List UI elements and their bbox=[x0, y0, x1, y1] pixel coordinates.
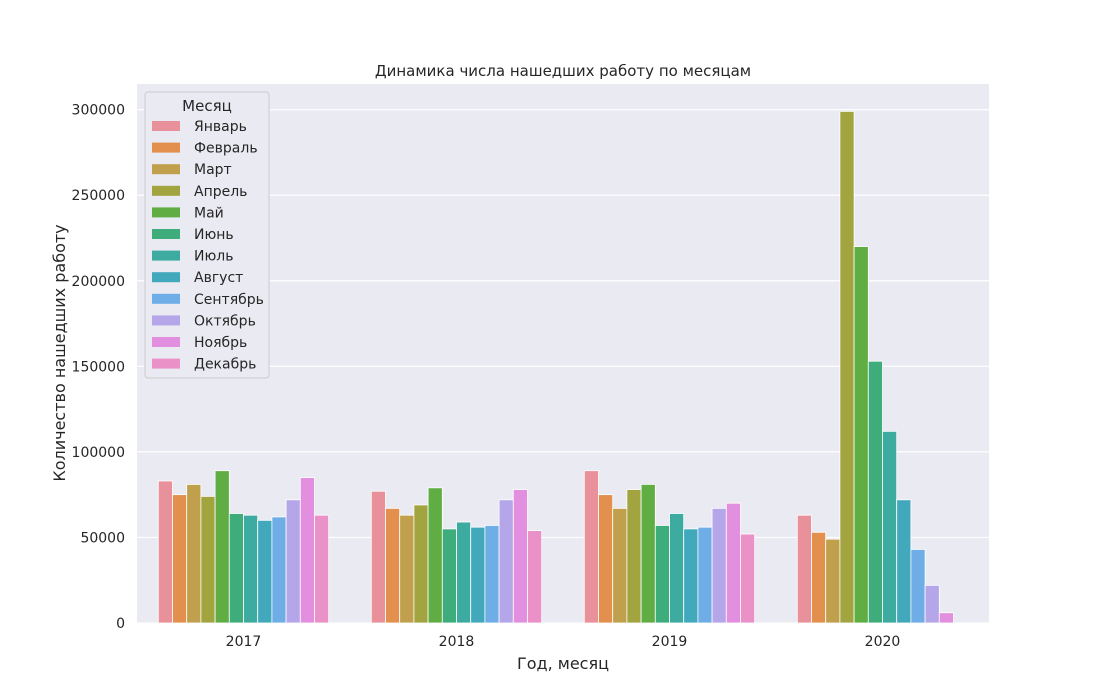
legend-entry: Февраль bbox=[194, 141, 258, 157]
legend-swatch bbox=[152, 121, 180, 131]
bar bbox=[413, 504, 429, 624]
y-tick-label: 250000 bbox=[72, 188, 125, 204]
y-tick-label: 150000 bbox=[72, 359, 125, 375]
bar bbox=[910, 549, 926, 624]
bar bbox=[157, 480, 173, 624]
legend-entry: Июнь bbox=[194, 227, 234, 243]
legend-swatch bbox=[152, 272, 180, 283]
bar bbox=[697, 526, 713, 624]
bar bbox=[669, 513, 685, 624]
bar bbox=[583, 470, 599, 624]
legend-swatch bbox=[152, 164, 180, 175]
legend-entry: Январь bbox=[194, 119, 247, 135]
legend-entry: Июль bbox=[194, 249, 233, 265]
bar bbox=[527, 530, 543, 624]
bar bbox=[612, 507, 628, 624]
bar bbox=[626, 489, 642, 624]
legend-swatch bbox=[152, 358, 180, 369]
bar bbox=[399, 514, 415, 624]
x-tick-label: 2018 bbox=[439, 634, 475, 650]
bar bbox=[243, 514, 259, 624]
bar bbox=[740, 533, 756, 624]
bar bbox=[257, 519, 273, 624]
legend-swatch bbox=[152, 229, 180, 239]
x-axis-label: Год, месяц bbox=[517, 654, 609, 673]
bar bbox=[640, 483, 656, 624]
bar bbox=[200, 495, 216, 624]
bar bbox=[228, 513, 244, 624]
bar bbox=[441, 528, 457, 624]
y-tick-label: 200000 bbox=[72, 274, 125, 290]
bar bbox=[470, 526, 486, 624]
y-tick-label: 50000 bbox=[80, 530, 125, 546]
bar bbox=[825, 538, 841, 624]
x-tick-labels: 2017 2018 2019 2020 bbox=[226, 634, 901, 650]
legend-entry: Сентябрь bbox=[194, 292, 264, 308]
legend-title: Месяц bbox=[182, 97, 232, 115]
bar bbox=[314, 514, 330, 624]
bar bbox=[299, 477, 315, 624]
legend-entry: Ноябрь bbox=[194, 335, 247, 351]
legend-entry: Декабрь bbox=[194, 357, 256, 373]
bar bbox=[456, 521, 472, 624]
x-tick-label: 2017 bbox=[226, 634, 262, 650]
legend-entry: Март bbox=[194, 162, 232, 178]
legend-entry: Апрель bbox=[194, 184, 247, 200]
bar bbox=[683, 528, 699, 624]
legend-entry: Октябрь bbox=[194, 313, 256, 329]
bar bbox=[512, 489, 528, 624]
bar bbox=[214, 470, 230, 624]
legend-swatch bbox=[152, 207, 180, 218]
y-tick-labels: 0 50000 100000 150000 200000 250000 300000 bbox=[72, 103, 125, 632]
bar bbox=[938, 612, 954, 624]
bar bbox=[796, 514, 812, 624]
legend-swatch bbox=[152, 185, 180, 196]
bar bbox=[811, 531, 827, 624]
legend-swatch bbox=[152, 337, 180, 347]
x-tick-label: 2019 bbox=[652, 634, 688, 650]
bar bbox=[385, 507, 401, 624]
legend-entry: Август bbox=[194, 270, 243, 286]
y-tick-label: 300000 bbox=[72, 103, 125, 119]
chart-title: Динамика числа нашедших работу по месяца… bbox=[375, 62, 751, 80]
bar bbox=[896, 499, 912, 624]
legend-box bbox=[144, 91, 270, 379]
bar bbox=[839, 110, 855, 624]
legend-swatch bbox=[152, 142, 180, 153]
bar bbox=[867, 360, 883, 624]
legend-swatch bbox=[152, 250, 180, 261]
legend-swatch bbox=[152, 315, 180, 326]
legend: Месяц Январь Февраль Март Апрель Май Июнь Июль… bbox=[144, 91, 270, 379]
bar bbox=[186, 483, 202, 624]
bars bbox=[157, 110, 954, 624]
y-axis-label: Количество нашедших работу bbox=[50, 224, 69, 481]
bar bbox=[725, 502, 741, 624]
bar bbox=[498, 499, 514, 624]
bar bbox=[853, 246, 869, 624]
bar bbox=[484, 525, 500, 624]
bar bbox=[427, 487, 443, 624]
bar bbox=[271, 516, 287, 624]
y-tick-label: 0 bbox=[116, 616, 125, 632]
bar bbox=[285, 499, 301, 624]
y-tick-label: 100000 bbox=[72, 445, 125, 461]
bar bbox=[882, 430, 898, 624]
bar bbox=[598, 494, 614, 624]
legend-entry: Май bbox=[194, 205, 224, 221]
bar bbox=[924, 584, 940, 624]
bar bbox=[370, 490, 386, 624]
legend-swatch bbox=[152, 293, 180, 304]
bar bbox=[172, 494, 188, 624]
bar bbox=[711, 507, 727, 624]
x-tick-label: 2020 bbox=[865, 634, 901, 650]
bar bbox=[654, 525, 670, 624]
